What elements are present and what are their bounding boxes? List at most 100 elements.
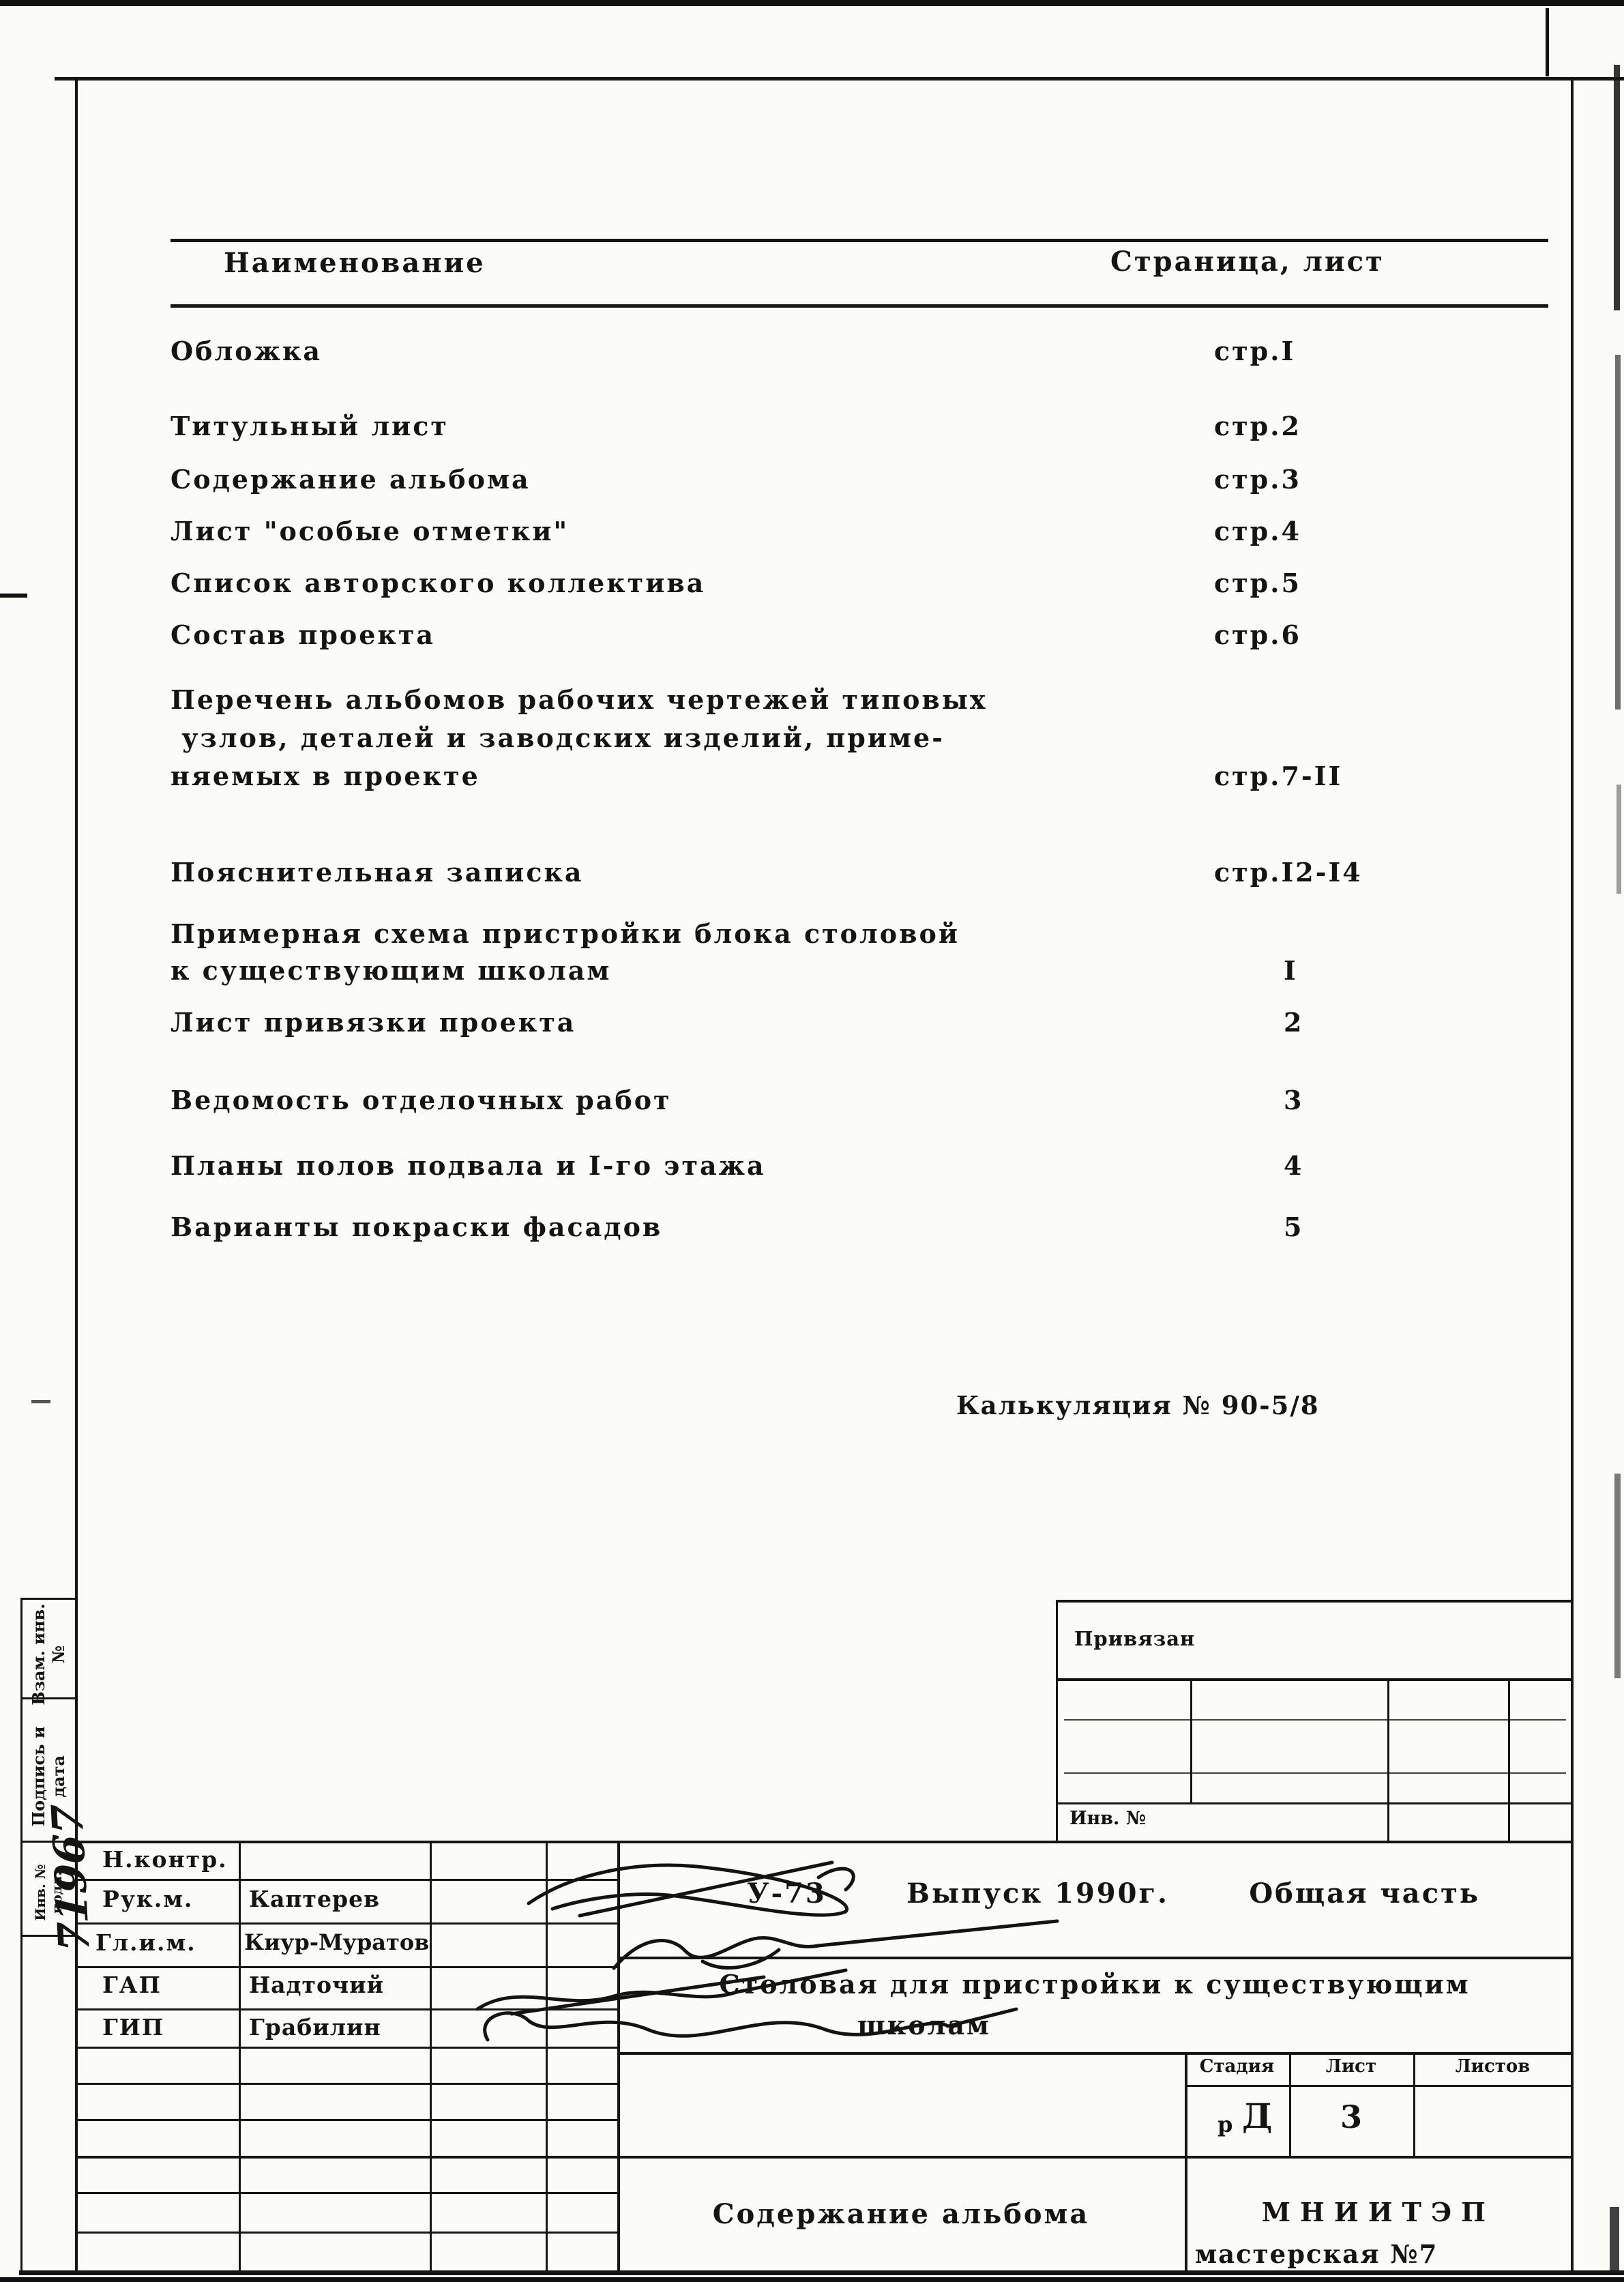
- stage-col-1: [1289, 2052, 1291, 2159]
- project-part: Общая часть: [1249, 1877, 1480, 1910]
- toc-item-page: стр.6: [1214, 619, 1301, 650]
- toc-row: Ведомость отделочных работ 3: [171, 1082, 1555, 1119]
- toc-item-page: 2: [1284, 1007, 1304, 1038]
- sig-col-3: [546, 1841, 548, 2274]
- toc-item-name: Состав проекта: [171, 619, 436, 650]
- stamp-title: Привязан: [1074, 1627, 1196, 1650]
- stage-label: Стадия: [1199, 2056, 1275, 2077]
- toc-item-page: стр.7-II: [1214, 761, 1343, 791]
- stage-value: р Д: [1217, 2096, 1272, 2137]
- toc-item-page: 4: [1284, 1150, 1304, 1181]
- toc-header-top-line: [171, 239, 1548, 242]
- toc-row: Примерная схема пристройки блока столово…: [171, 916, 1555, 989]
- toc-row: Перечень альбомов рабочих чертежей типов…: [171, 681, 1555, 795]
- stamp-thin-line-2: [1064, 1772, 1566, 1774]
- sig-col-1: [239, 1841, 241, 2274]
- frame-bottom: [19, 2270, 1624, 2275]
- toc-item-page: стр.5: [1214, 568, 1301, 598]
- sig-row-line-9: [78, 2232, 618, 2234]
- sheet-value: 3: [1340, 2098, 1362, 2135]
- sig-row-line-1: [78, 1879, 618, 1881]
- sig-person-name: Каптерев: [249, 1886, 380, 1912]
- sheet-title: Содержание альбома: [712, 2198, 1090, 2230]
- scan-left-dash: [0, 594, 27, 598]
- project-row-bottom-line: [617, 1957, 1572, 1959]
- titleblock-center-divider: [617, 1841, 620, 2274]
- stamp-left: [1056, 1600, 1058, 1842]
- sheet-label: Лист: [1325, 2056, 1377, 2077]
- frame-left: [75, 77, 78, 2275]
- toc-item-page: 5: [1284, 1212, 1304, 1242]
- stamp-col-2: [1387, 1678, 1389, 1842]
- signature-nadtochy: [475, 1968, 848, 2011]
- sig-role: Н.контр.: [102, 1846, 228, 1873]
- object-title-line1: Столовая для пристройки к существующим: [719, 1969, 1471, 2000]
- margin-line-4: [20, 1935, 76, 1937]
- signature-nadtochy-slash: [510, 1975, 766, 2016]
- toc-item-page: стр.3: [1214, 464, 1301, 495]
- toc-item-page: стр.I2-I4: [1214, 857, 1363, 888]
- sheet-title-top-line: [78, 2156, 1572, 2159]
- sig-role: Гл.и.м.: [95, 1929, 196, 1956]
- toc-item-name: Обложка: [171, 336, 323, 366]
- toc-item-page: стр.4: [1214, 516, 1301, 546]
- sig-person-name: Надточий: [249, 1972, 385, 1998]
- toc-item-name: Титульный лист: [171, 411, 449, 441]
- sig-col-2: [430, 1841, 432, 2274]
- toc-row: Варианты покраски фасадов 5: [171, 1209, 1555, 1246]
- stage-value-prefix: р: [1217, 2111, 1233, 2137]
- titleblock-top: [78, 1841, 1572, 1843]
- toc-row: Состав проекта стр.6: [171, 617, 1555, 654]
- margin-line-3: [20, 1841, 76, 1843]
- toc-item-page: 3: [1284, 1085, 1304, 1115]
- signature-kapterev: [527, 1863, 849, 1917]
- stamp-inv-label: Инв. №: [1069, 1808, 1147, 1829]
- toc-list: Обложка стр.I Титульный лист стр.2 Содер…: [171, 327, 1555, 1246]
- toc-row: Содержание альбома стр.3: [171, 461, 1555, 498]
- sig-row-line-6: [78, 2083, 618, 2085]
- handwritten-inventory-number: 71967: [42, 1804, 100, 1954]
- toc-item-name: Пояснительная записка: [171, 857, 584, 888]
- toc-header-bottom-line: [171, 304, 1548, 308]
- handwritten-signatures: [475, 1860, 1059, 2042]
- scan-bottom-edge: [0, 2277, 1624, 2282]
- margin-line-2: [20, 1697, 76, 1699]
- toc-row: Пояснительная записка стр.I2-I4: [171, 854, 1555, 891]
- project-row: У-73 Выпуск 1990г. Общая часть: [617, 1843, 1572, 1957]
- toc-row: Список авторского коллектива стр.5: [171, 565, 1555, 602]
- signature-kiur-muratov-loop: [700, 1948, 781, 1970]
- stage-header-line: [1185, 2085, 1572, 2087]
- stage-table-divider: [1185, 2052, 1187, 2274]
- toc-row: Планы полов подвала и I-го этажа 4: [171, 1147, 1555, 1184]
- margin-label-vzam: Взам. инв. №: [29, 1603, 68, 1706]
- calculation-note: Калькуляция № 90-5/8: [956, 1390, 1320, 1420]
- object-title-line2: школам: [857, 2010, 992, 2040]
- stage-value-letter: Д: [1241, 2096, 1273, 2136]
- toc-item-name: Лист привязки проекта: [171, 1007, 576, 1038]
- sig-role: ГАП: [102, 1972, 162, 1998]
- scan-right-edge-5: [1610, 2207, 1619, 2275]
- toc-item-name: Лист "особые отметки": [171, 516, 570, 546]
- scan-right-edge-4: [1614, 1474, 1621, 1678]
- toc-item-page: стр.I: [1214, 336, 1296, 366]
- object-cell-bottom-line: [617, 2052, 1572, 2055]
- stamp-inv-line: [1056, 1802, 1572, 1804]
- project-issue: Выпуск 1990г.: [906, 1877, 1169, 1910]
- sig-person-name: Киур-Муратов: [244, 1929, 430, 1955]
- toc-row: Лист привязки проекта 2: [171, 1004, 1555, 1041]
- sig-row-line-2: [78, 1922, 618, 1925]
- toc-row: Лист "особые отметки" стр.4: [171, 513, 1555, 550]
- frame-right: [1571, 77, 1574, 2275]
- stamp-thin-line-1: [1064, 1719, 1566, 1721]
- sig-row-line-8: [78, 2192, 618, 2194]
- toc-item-name: Планы полов подвала и I-го этажа: [171, 1150, 766, 1181]
- scan-corner-tick: [1546, 8, 1549, 76]
- toc-header-page: Страница, лист: [1110, 246, 1385, 278]
- toc-item-name: Содержание альбома: [171, 464, 531, 495]
- toc-item-name: Список авторского коллектива: [171, 568, 706, 598]
- toc-header-name: Наименование: [224, 247, 486, 279]
- org-workshop: мастерская №7: [1195, 2239, 1438, 2269]
- sig-person-name: Грабилин: [249, 2014, 381, 2040]
- scan-top-edge: [0, 0, 1624, 6]
